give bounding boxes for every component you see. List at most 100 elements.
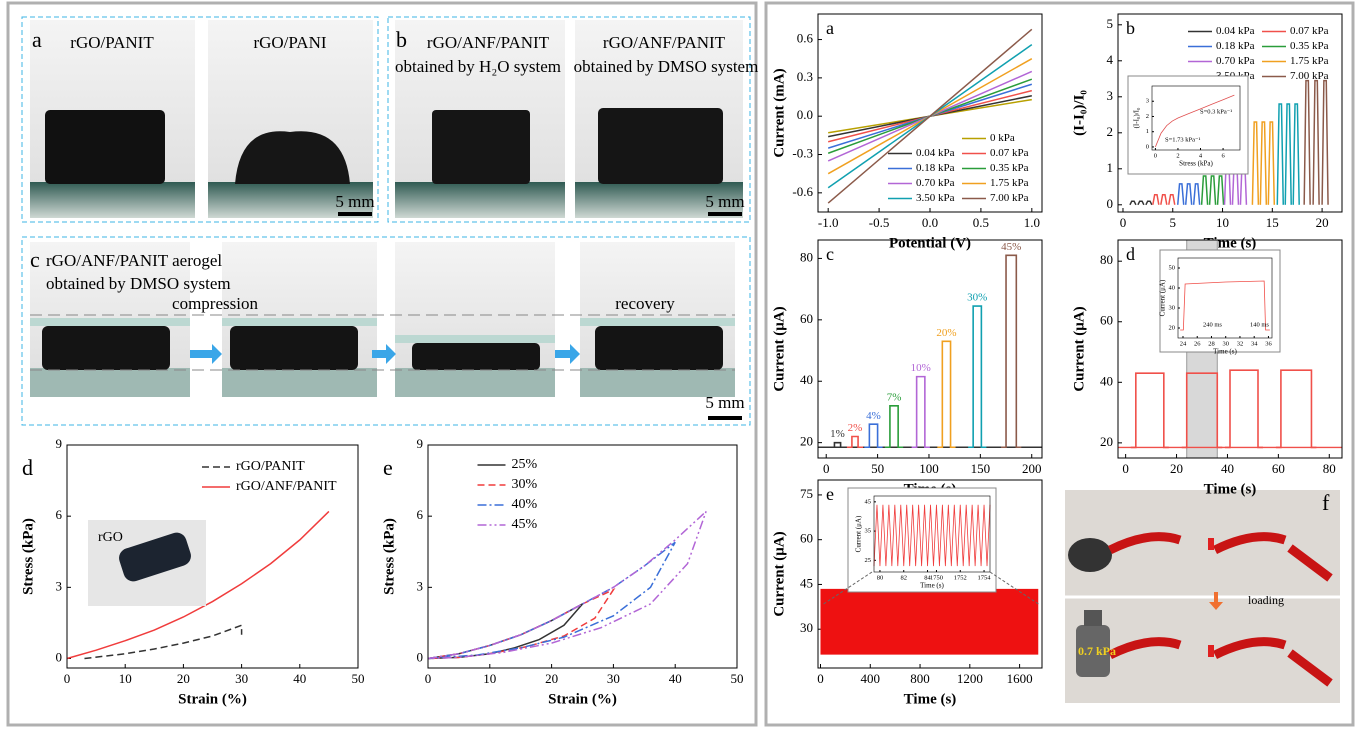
line (427, 587, 616, 660)
legend-label: 7.00 kPa (1290, 70, 1329, 82)
y-tick-label: -0.3 (792, 146, 813, 161)
peak (1312, 79, 1320, 205)
x-tick-label: 36 (1265, 340, 1272, 347)
x-tick-label: 40 (1221, 461, 1234, 476)
peak (1145, 200, 1153, 206)
x-tick-label: 10 (483, 671, 496, 686)
peak (1192, 183, 1201, 205)
x-tick-label: 24 (1180, 340, 1187, 347)
chart: 0 10 20 30 40 50 0 3 6 9 Strain (%) Stress (kPa) e 25… (381, 436, 743, 707)
legend-label: 0 kPa (990, 132, 1015, 144)
pulse (1225, 369, 1263, 449)
legend-label: rGO/PANIT (236, 459, 305, 474)
legend-label: 0.35 kPa (990, 162, 1029, 174)
x-tick-label: 30 (607, 671, 620, 686)
x-tick-label: 82 (900, 574, 907, 581)
photo-title: rGO/ANF/PANIT (427, 33, 550, 52)
inset-background (1127, 75, 1249, 175)
photo-subtitle: obtained by DMSO system (574, 57, 759, 76)
x-tick-label: 20 (545, 671, 558, 686)
line (427, 510, 707, 660)
x-axis-label: Potential (V) (889, 235, 971, 251)
legend-label: 3.50 kPa (916, 192, 955, 204)
y-axis-label: (I-I₀)/I₀ (1071, 90, 1087, 136)
x-tick-label: 84 (924, 574, 931, 581)
x-tick-label: 200 (1022, 461, 1042, 476)
pulse-label: 20% (936, 327, 956, 339)
y-tick-label: 4 (1107, 52, 1114, 67)
legend-label: 0.18 kPa (916, 162, 955, 174)
scale-label: 5 mm (705, 393, 744, 412)
plot-frame (427, 444, 738, 669)
peak (1292, 103, 1300, 205)
pulse (829, 441, 846, 449)
dashed-frame (21, 236, 751, 426)
x-tick-label: 34 (1251, 340, 1258, 347)
x-tick-label: 0 (425, 671, 432, 686)
x-tick-label: 6 (1221, 152, 1225, 159)
y-axis-label: Current (μA) (771, 306, 787, 391)
x-tick-label: 20 (177, 671, 190, 686)
plot-frame (1151, 85, 1241, 151)
panel-label: f (1322, 490, 1330, 515)
x-tick-label: 1750 (930, 574, 943, 581)
legend-label: 0.07 kPa (1290, 25, 1329, 37)
y-tick-label: 35 (865, 528, 872, 535)
peak (1208, 175, 1217, 205)
annotation: S=1.73 kPa⁻¹ (1165, 136, 1200, 143)
x-tick-label: 1752 (954, 574, 967, 581)
photo-f (1065, 490, 1340, 703)
x-tick-label: 40 (293, 671, 306, 686)
y-axis-label: Stress (kPa) (381, 518, 397, 595)
x-tick-label: 150 (971, 461, 991, 476)
peak (1200, 175, 1209, 205)
peak (1184, 183, 1193, 205)
y-tick-label: 60 (800, 531, 813, 546)
x-tick-label: 0 (1154, 152, 1157, 159)
legend-label: 0.70 kPa (916, 177, 955, 189)
y-tick-label: 3 (417, 578, 424, 593)
panel-label: c (826, 244, 834, 264)
x-axis-label: Strain (%) (178, 691, 247, 707)
legend-label: 0.07 kPa (990, 147, 1029, 159)
chart: 05010015020020406080Time (s)Current (μA)… (771, 239, 1043, 497)
scale-label: 5 mm (705, 192, 744, 211)
photos-ab (30, 20, 743, 218)
legend-label: rGO/ANF/PANIT (236, 479, 337, 494)
peak (1267, 121, 1276, 205)
y-axis-label: Current (μA) (855, 515, 863, 552)
y-tick-label: 6 (417, 507, 424, 522)
x-tick-label: 4 (1199, 152, 1203, 159)
x-tick-label: 20 (1316, 215, 1329, 230)
y-tick-label: 0.3 (797, 69, 813, 84)
chart: 0 2 4 6 0 1 2 3 Stress (kPa) (I-I₀)/I₀ S=0.3 kPa⁻¹… (1133, 85, 1241, 168)
peak (1129, 200, 1137, 206)
y-tick-label: 40 (1169, 284, 1176, 291)
photo-title: rGO/PANIT (70, 33, 154, 52)
y-tick-label: 40 (1100, 373, 1113, 388)
arrow-label: loading (1248, 593, 1284, 607)
y-tick-label: 0 (1107, 196, 1114, 211)
x-tick-label: 5 (1170, 215, 1177, 230)
x-tick-label: 100 (919, 461, 939, 476)
chart: 0 400 800 1200 1600 30 45 60 75 Time (s) Current (… (771, 479, 1043, 707)
x-tick-label: -0.5 (869, 215, 890, 230)
pulse-label: 2% (848, 422, 863, 434)
legend-label: 0.18 kPa (1216, 40, 1255, 52)
peak (1137, 200, 1145, 206)
y-tick-label: 2 (1146, 113, 1149, 120)
inset-photo: rGO (88, 520, 206, 606)
legend-label: 0.70 kPa (1216, 55, 1255, 67)
x-tick-label: 50 (871, 461, 884, 476)
y-tick-label: 80 (1100, 252, 1113, 267)
step-label: compression (172, 294, 258, 313)
peak (1276, 103, 1285, 205)
y-tick-label: 30 (1169, 304, 1176, 311)
legend-label: 1.75 kPa (990, 177, 1029, 189)
y-tick-label: 0 (417, 649, 424, 664)
x-tick-label: 60 (1272, 461, 1285, 476)
line (66, 510, 330, 660)
pulse-label: 1% (830, 428, 845, 440)
x-tick-label: -1.0 (818, 215, 839, 230)
y-tick-label: 1 (1146, 128, 1149, 135)
